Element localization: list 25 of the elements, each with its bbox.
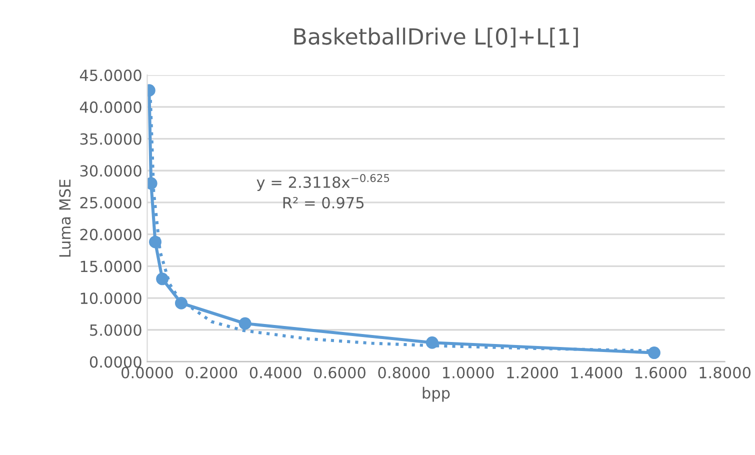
x-tick-label: 1.0000 bbox=[443, 366, 494, 378]
annotation: R² = 0.975 bbox=[283, 196, 364, 208]
y-tick-label: 30.0000 bbox=[80, 165, 142, 177]
x-tick-label: 1.4000 bbox=[571, 366, 622, 378]
y-tick-label: 40.0000 bbox=[80, 101, 142, 113]
y-tick-label: 45.0000 bbox=[80, 70, 142, 82]
y-axis-title: Luma MSE bbox=[59, 180, 71, 257]
x-tick-label: 0.6000 bbox=[314, 366, 366, 378]
y-tick-label: 10.0000 bbox=[80, 292, 142, 304]
x-tick-label: 0.2000 bbox=[186, 366, 238, 378]
y-tick-label: 35.0000 bbox=[80, 133, 142, 145]
x-axis-title: bpp bbox=[422, 386, 450, 402]
y-tick-label: 25.0000 bbox=[80, 196, 142, 208]
y-tick-label: 0.0000 bbox=[90, 356, 142, 368]
x-tick-label: 0.8000 bbox=[378, 366, 430, 378]
annotation: y = 2.3118x$^{−0.625}$ bbox=[256, 174, 390, 191]
y-tick-label: 20.0000 bbox=[80, 228, 142, 240]
chart-title: BasketballDrive L[0]+L[1] bbox=[294, 28, 578, 48]
x-tick-label: 0.4000 bbox=[250, 366, 302, 378]
x-tick-label: 1.8000 bbox=[700, 366, 751, 378]
x-tick-label: 0.0000 bbox=[122, 366, 173, 378]
x-tick-label: 1.2000 bbox=[507, 366, 558, 378]
y-tick-label: 15.0000 bbox=[80, 260, 142, 272]
y-tick-label: 5.0000 bbox=[90, 324, 142, 336]
x-tick-label: 1.6000 bbox=[636, 366, 686, 378]
